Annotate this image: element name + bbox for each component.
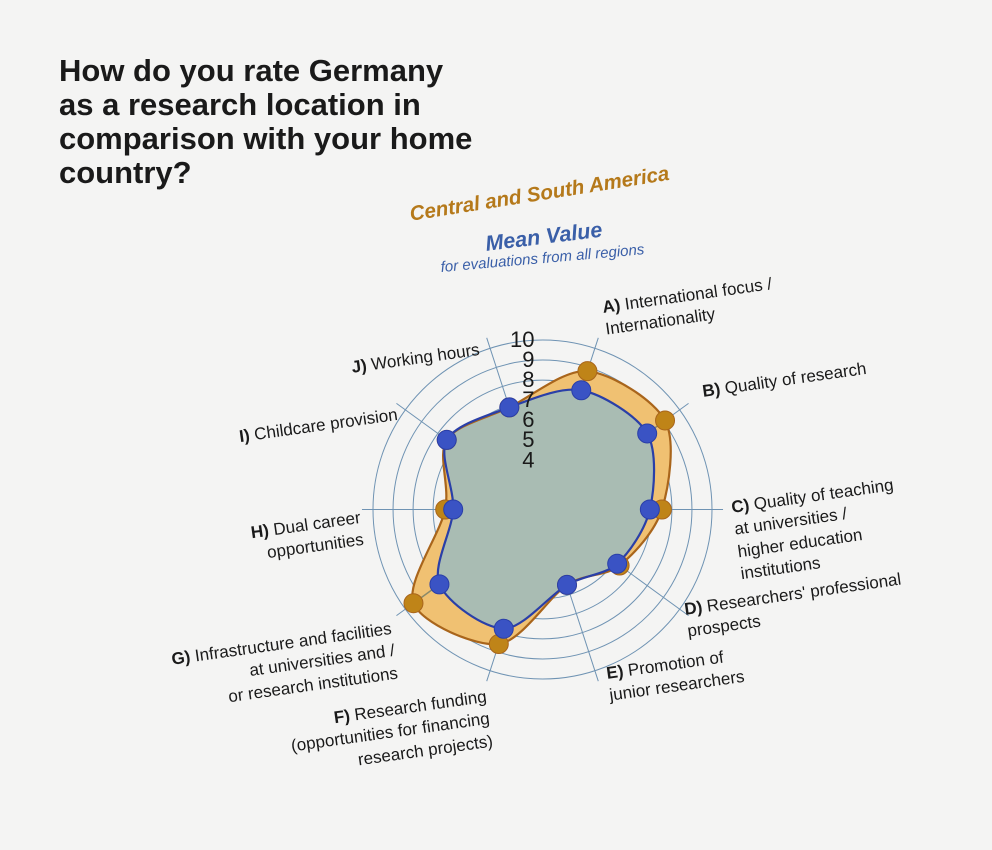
svg-text:10: 10: [510, 327, 534, 352]
